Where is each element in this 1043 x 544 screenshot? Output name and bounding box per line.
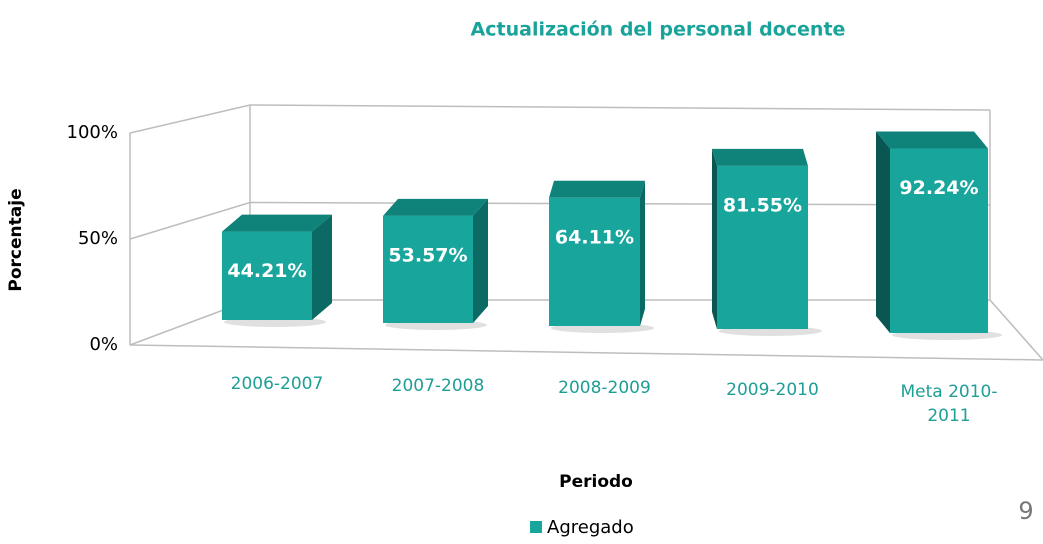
x-axis-title: Periodo [559,472,633,492]
value-label: 44.21% [227,260,306,282]
y-axis-title: Porcentaje [6,188,26,291]
grid-line [129,104,991,134]
x-tick-label: 2006-2007 [230,374,324,394]
bar [549,197,640,326]
legend-swatch [530,521,542,533]
bar-top [222,214,332,232]
y-tick-label: 50% [78,228,118,249]
bar [890,148,988,333]
x-tick-label: 2008-2009 [558,378,651,398]
bar [222,231,312,320]
page-number: 9 [1018,497,1033,525]
bar-top [549,180,645,198]
bar-side [640,180,645,326]
bar-top [876,131,988,149]
bar-side [473,198,488,323]
bar [383,215,473,323]
y-tick-label: 0% [89,334,118,355]
bar-side [712,148,717,329]
value-label: 64.11% [555,226,634,248]
value-label: 81.55% [723,194,802,216]
floor-front [129,344,1043,361]
bar-top [383,198,488,216]
x-tick-label: 2009-2010 [726,380,819,400]
bar-side [876,131,890,333]
bar-side [312,214,332,320]
chart-title: Actualización del personal docente [471,19,846,41]
y-tick-label: 100% [67,122,118,143]
value-label: 53.57% [388,244,467,266]
legend-label: Agregado [547,517,634,538]
x-tick-label: 2007-2008 [391,376,485,396]
bar [717,165,808,329]
x-tick-label: Meta 2010-2011 [900,382,998,426]
bar-top [712,148,808,166]
value-label: 92.24% [899,177,978,199]
